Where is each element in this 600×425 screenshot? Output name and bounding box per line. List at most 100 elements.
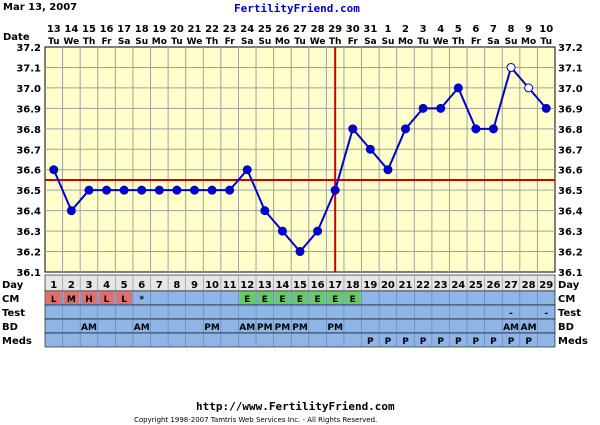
day-cell-label: 29 (539, 280, 553, 291)
day-cell-label: 18 (346, 280, 360, 291)
bd-cell-label: PM (204, 323, 220, 333)
temperature-point (541, 103, 551, 113)
day-cell-label: 8 (173, 280, 180, 291)
weekday-label: Su (505, 37, 518, 47)
date-label: 24 (240, 24, 254, 35)
day-cell-label: 15 (293, 280, 307, 291)
y-tick-label-right: 36.3 (558, 227, 583, 238)
day-cell-label: 19 (363, 280, 377, 291)
chart-date: Mar 13, 2007 (3, 2, 78, 13)
date-label: 8 (508, 24, 515, 35)
date-label: 3 (420, 24, 427, 35)
weekday-label: Th (83, 37, 96, 47)
day-cell-label: 22 (416, 280, 430, 291)
y-tick-label-left: 36.1 (16, 268, 41, 279)
day-cell-label: 9 (191, 280, 198, 291)
weekday-label: Tu (48, 37, 60, 47)
cm-cell-label: E (350, 295, 356, 305)
meds-cell-label: P (385, 337, 392, 347)
weekday-label: Sa (118, 37, 131, 47)
y-tick-label-right: 36.1 (558, 268, 583, 279)
meds-row (44, 332, 556, 348)
weekday-label: Mo (521, 37, 536, 47)
cm-cell (257, 292, 273, 304)
weekday-label: Sa (487, 37, 500, 47)
y-tick-label-left: 36.5 (16, 186, 41, 197)
bd-cell-label: PM (275, 323, 291, 333)
meds-cell-label: P (420, 337, 427, 347)
temperature-point (418, 103, 428, 113)
y-tick-label-left: 36.6 (16, 166, 41, 177)
temperature-point (154, 185, 164, 195)
date-label: 28 (311, 24, 325, 35)
meds-cell-label: P (508, 337, 515, 347)
cm-cell-label: L (121, 295, 127, 305)
cm-cell (98, 292, 115, 304)
bd-cell-label: AM (521, 323, 537, 333)
temperature-point (172, 185, 182, 195)
date-label: 5 (455, 24, 462, 35)
date-label: 29 (328, 24, 342, 35)
temperature-point (453, 83, 463, 93)
bd-cell-label: AM (134, 323, 150, 333)
day-cell-label: 20 (381, 280, 395, 291)
temperature-point (348, 124, 358, 134)
day-cell-label: 14 (275, 280, 289, 291)
date-label: 20 (170, 24, 184, 35)
y-tick-label-right: 36.7 (558, 145, 583, 156)
meds-cell-label: P (437, 337, 444, 347)
bd-cell-label: AM (239, 323, 255, 333)
temperature-point (260, 206, 270, 216)
cm-cell-label: E (315, 295, 321, 305)
temperature-point (84, 185, 94, 195)
day-cell-label: 7 (156, 280, 163, 291)
day-cell-label: 12 (240, 280, 254, 291)
cm-cell-label: E (262, 295, 268, 305)
temperature-point (242, 165, 252, 175)
cm-cell (274, 292, 291, 304)
date-label: 18 (135, 24, 149, 35)
temperature-point (471, 124, 481, 134)
temperature-point (365, 144, 375, 154)
cm-cell (239, 292, 256, 304)
temperature-point (488, 124, 498, 134)
weekday-label: Mo (398, 37, 413, 47)
y-tick-label-right: 36.5 (558, 186, 583, 197)
date-label: 27 (293, 24, 307, 35)
day-cell-label: 25 (469, 280, 483, 291)
meds-cell-label: P (525, 337, 532, 347)
day-cell-label: 2 (68, 280, 75, 291)
cm-cell-label: * (139, 295, 144, 305)
cm-cell (344, 292, 361, 304)
date-label: 6 (472, 24, 479, 35)
meds-row-label-left: Meds (2, 336, 32, 347)
weekday-label: Fr (102, 37, 113, 47)
weekday-label: Su (381, 37, 394, 47)
cm-row-label-right: CM (558, 294, 575, 305)
weekday-label: Tu (171, 37, 183, 47)
date-label: 21 (188, 24, 202, 35)
weekday-label: Th (329, 37, 342, 47)
temperature-point (524, 83, 534, 93)
day-cell-label: 27 (504, 280, 518, 291)
day-row-label-left: Day (2, 280, 24, 291)
y-tick-label-right: 37.0 (558, 84, 583, 95)
cm-cell-label: L (51, 295, 57, 305)
cm-cell-label: E (297, 295, 303, 305)
bd-cell-label: PM (257, 323, 273, 333)
footer-copyright: Copyright 1998-2007 Tamtris Web Services… (134, 416, 378, 424)
test-cell-label: - (544, 309, 548, 319)
bd-cell-label: AM (503, 323, 519, 333)
day-row-label-right: Day (558, 280, 580, 291)
temperature-point (49, 165, 59, 175)
cm-cell (309, 292, 326, 304)
footer-url[interactable]: http://www.FertilityFriend.com (196, 400, 395, 413)
date-label: 9 (525, 24, 532, 35)
weekday-label: We (187, 37, 203, 47)
bd-cell-label: PM (327, 323, 343, 333)
weekday-label: We (433, 37, 449, 47)
cm-cell (46, 292, 62, 304)
weekday-label: Tu (417, 37, 429, 47)
weekday-label: Tu (540, 37, 552, 47)
cm-cell-label: E (279, 295, 285, 305)
